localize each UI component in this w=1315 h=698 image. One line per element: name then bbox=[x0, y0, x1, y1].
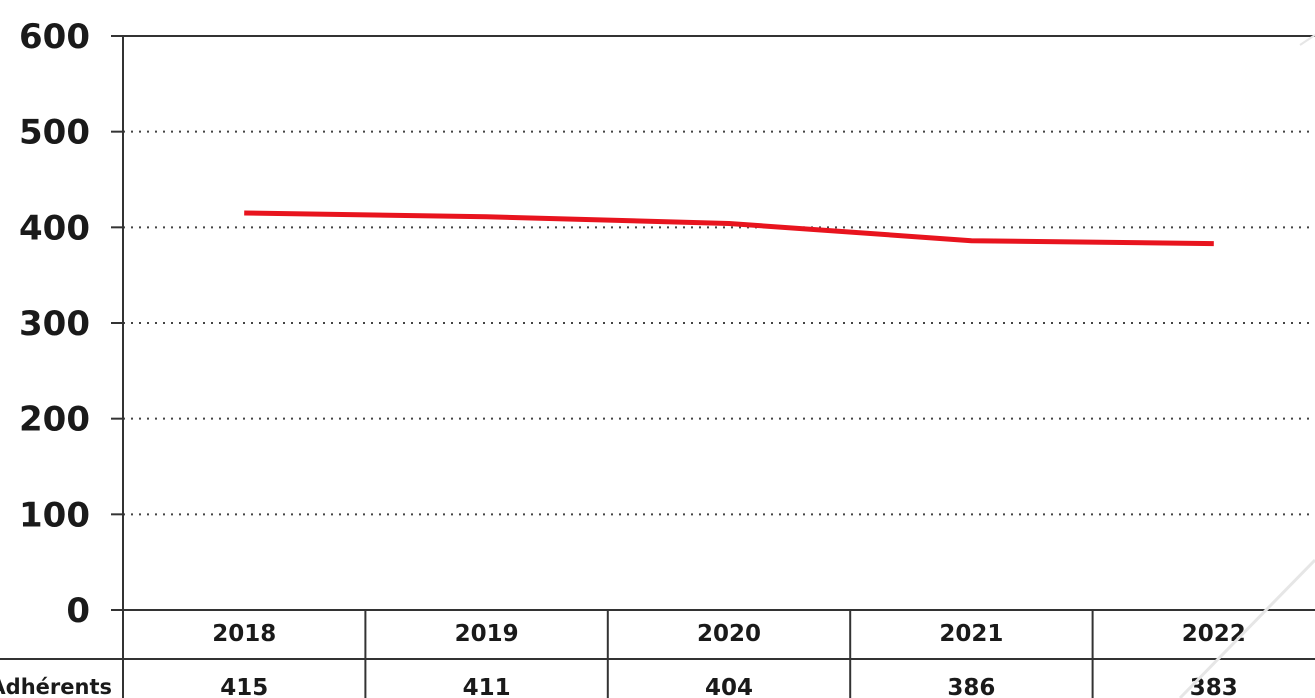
y-tick-label: 200 bbox=[19, 400, 90, 440]
decorative-stroke bbox=[1178, 558, 1315, 698]
x-tick-label: 2019 bbox=[455, 621, 519, 647]
table-value-cell: 404 bbox=[705, 675, 753, 698]
x-tick-label: 2022 bbox=[1182, 621, 1246, 647]
x-tick-label: 2020 bbox=[697, 621, 761, 647]
table-value-cell: 415 bbox=[220, 675, 268, 698]
table-value-cell: 383 bbox=[1190, 675, 1238, 698]
background-decoration bbox=[1178, 34, 1315, 698]
y-tick-label: 600 bbox=[19, 17, 90, 57]
y-tick-label: 0 bbox=[66, 591, 90, 631]
y-tick-label: 100 bbox=[19, 495, 90, 535]
y-tick-label: 400 bbox=[19, 208, 90, 248]
table-value-cell: 386 bbox=[947, 675, 995, 698]
x-tick-label: 2018 bbox=[212, 621, 276, 647]
x-tick-label: 2021 bbox=[939, 621, 1003, 647]
series-lines bbox=[244, 210, 1214, 247]
decorative-stroke bbox=[1299, 34, 1315, 46]
data-table: 2018 415 2019 411 2020 404 2021 386 2022 383 Adhér… bbox=[0, 609, 1315, 698]
y-tick-label: 500 bbox=[19, 113, 90, 153]
y-axis: 0 100 200 300 400 500 600 bbox=[19, 17, 124, 698]
grid-lines bbox=[123, 35, 1315, 516]
table-row-label: Adhérents bbox=[0, 675, 112, 698]
table-value-cell: 411 bbox=[463, 675, 511, 698]
y-tick-label: 300 bbox=[19, 304, 90, 344]
